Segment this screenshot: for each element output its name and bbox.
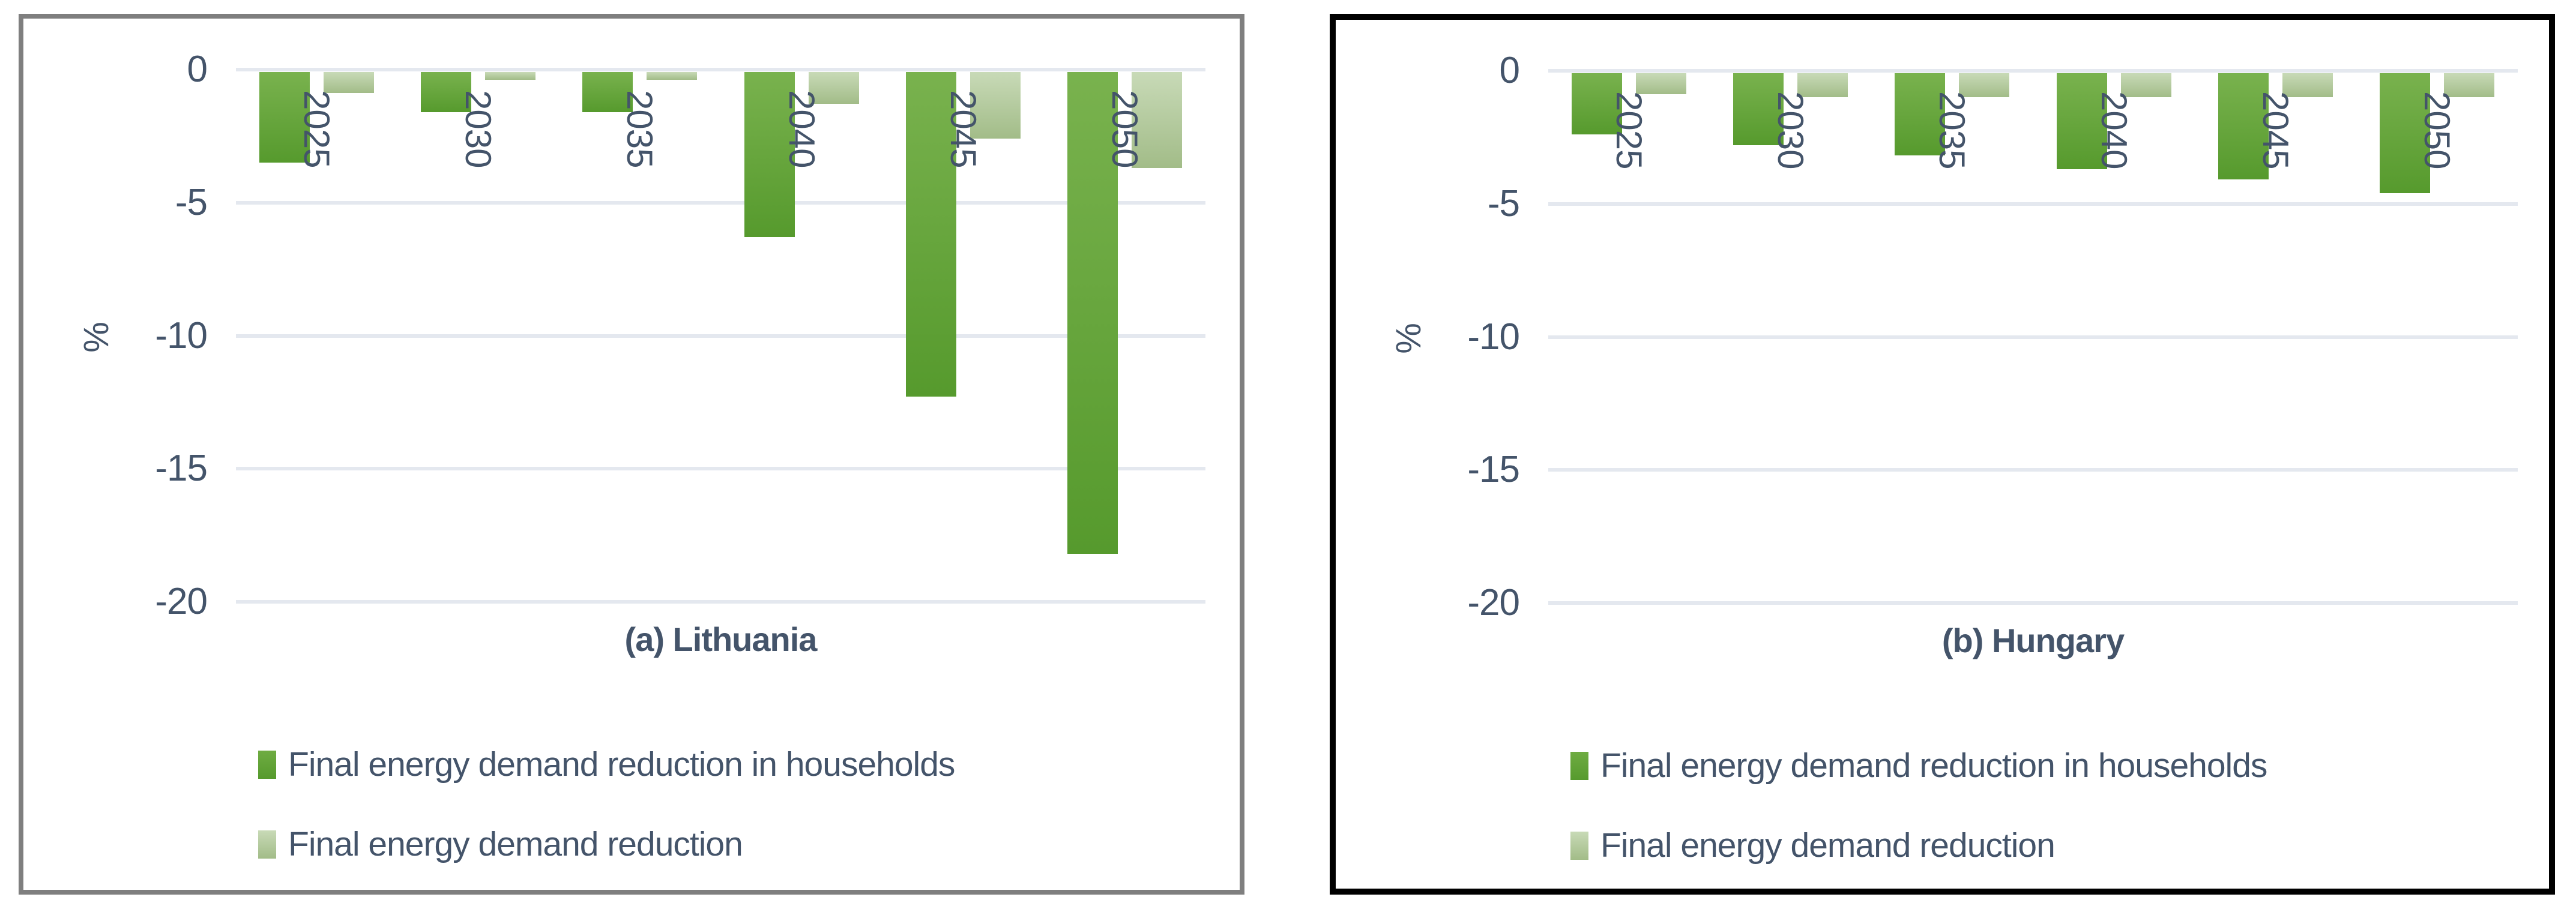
bar-light-2045 (970, 72, 1021, 139)
gridline (236, 68, 1205, 71)
bar-dark-2025 (259, 72, 310, 163)
bar-dark-2035 (1895, 73, 1946, 156)
gridline (1548, 468, 2518, 472)
gridline (236, 467, 1205, 471)
chart-title: (a) Lithuania (624, 620, 818, 658)
gridline (1548, 601, 2518, 605)
bar-dark-2035 (582, 72, 633, 112)
gridline (1548, 335, 2518, 339)
gridline (1548, 69, 2518, 73)
bar-light-2025 (324, 72, 374, 94)
x-category-label: 2025 (1609, 91, 1649, 169)
y-tick-label: -20 (1467, 582, 1520, 623)
x-category-label: 2035 (620, 90, 660, 168)
y-axis: 0 -5 -10 -15 -20 (23, 49, 208, 622)
bar-dark-2050 (2379, 73, 2430, 193)
legend-item: Final energy demand reduction in househo… (258, 745, 955, 784)
bar-light-2030 (485, 72, 536, 80)
y-tick-label: -10 (155, 314, 208, 356)
chart-panel-hungary: % 0 -5 -10 -15 -20 2025 2030 2035 2040 2045 2050 … (1330, 14, 2555, 895)
bar-light-2050 (2443, 73, 2494, 97)
gridline (1548, 202, 2518, 206)
bars-layer: 2025 2030 2035 2040 2045 2050 (236, 70, 1205, 602)
bar-light-2040 (808, 72, 859, 104)
legend-item: Final energy demand reduction (258, 825, 743, 863)
legend: Final energy demand reduction in househo… (258, 19, 1159, 890)
y-tick-label: 0 (187, 49, 208, 90)
bar-dark-2040 (2056, 73, 2107, 169)
gridline (236, 334, 1205, 338)
legend: Final energy demand reduction in househo… (1570, 20, 2471, 889)
y-tick-label: -15 (155, 448, 208, 490)
bar-light-2045 (2282, 73, 2333, 97)
y-tick-label: -5 (1487, 182, 1520, 224)
x-category-label: 2040 (781, 90, 822, 168)
x-category-label: 2030 (458, 90, 499, 168)
bar-dark-2045 (905, 72, 956, 397)
x-category-label: 2030 (1770, 91, 1811, 169)
legend-label: Final energy demand reduction (1600, 826, 2056, 865)
bar-light-2025 (1636, 73, 1686, 95)
y-axis: 0 -5 -10 -15 -20 (1336, 50, 1520, 623)
legend-swatch-total (1570, 831, 1588, 860)
bar-light-2035 (1959, 73, 2010, 97)
legend-label: Final energy demand reduction in househo… (1600, 746, 2267, 785)
bar-light-2040 (2120, 73, 2171, 97)
legend-label: Final energy demand reduction in househo… (288, 745, 955, 784)
chart-panel-lithuania: % 0 -5 -10 -15 -20 2025 2030 2035 2040 2045 2050 … (19, 14, 1244, 895)
y-tick-label: -5 (175, 181, 208, 223)
legend-item: Final energy demand reduction in househo… (1570, 746, 2267, 785)
gridlines-layer (1548, 69, 2518, 605)
bar-dark-2045 (2218, 73, 2269, 180)
legend-swatch-total (258, 830, 276, 859)
bar-dark-2050 (1067, 72, 1118, 554)
x-category-label: 2050 (1104, 90, 1145, 168)
bar-light-2035 (647, 72, 698, 80)
y-tick-label: -20 (155, 581, 208, 622)
x-category-label: 2040 (2093, 91, 2134, 169)
x-category-label: 2025 (297, 90, 337, 168)
x-category-label: 2035 (1932, 91, 1973, 169)
gridlines-layer (236, 68, 1205, 604)
gridline (236, 600, 1205, 604)
bar-dark-2030 (1733, 73, 1784, 145)
legend-swatch-households (258, 750, 276, 779)
bar-dark-2040 (744, 72, 795, 237)
bar-light-2050 (1131, 72, 1182, 168)
chart-title: (b) Hungary (1941, 622, 2125, 659)
gridline (236, 200, 1205, 205)
bar-dark-2025 (1572, 73, 1622, 134)
bar-dark-2030 (421, 72, 472, 112)
y-tick-label: -10 (1467, 316, 1520, 358)
bars-layer: 2025 2030 2035 2040 2045 2050 (1548, 71, 2518, 603)
y-tick-label: 0 (1499, 50, 1520, 91)
y-tick-label: -15 (1467, 449, 1520, 491)
plot-area: 2025 2030 2035 2040 2045 2050 (1548, 69, 2518, 605)
x-category-label: 2050 (2416, 91, 2457, 169)
legend-item: Final energy demand reduction (1570, 826, 2056, 865)
x-category-label: 2045 (943, 90, 983, 168)
x-category-label: 2045 (2255, 91, 2296, 169)
legend-label: Final energy demand reduction (288, 825, 743, 863)
plot-area: 2025 2030 2035 2040 2045 2050 (236, 68, 1205, 604)
bar-light-2030 (1797, 73, 1848, 97)
legend-swatch-households (1570, 751, 1588, 780)
